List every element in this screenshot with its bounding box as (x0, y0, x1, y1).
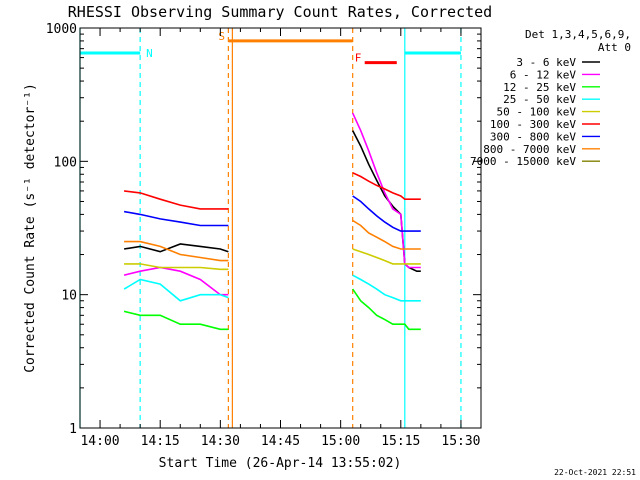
x-tick-label-4: 15:00 (321, 434, 360, 449)
legend-header-line-1: Det 1,3,4,5,6,9, (525, 28, 631, 41)
series-5-segment-1 (352, 172, 421, 200)
x-tick-label-5: 15:15 (381, 434, 420, 449)
chart-title: RHESSI Observing Summary Count Rates, Co… (68, 3, 492, 21)
footer-timestamp: 22-Oct-2021 22:51 (554, 468, 636, 477)
series-3-segment-0 (123, 278, 229, 302)
annotation-label-N: N (146, 47, 153, 60)
plot-marks: N S F (79, 28, 462, 428)
series-0-segment-0 (123, 243, 229, 253)
y-axis-label: Corrected Count Rate (s⁻¹ detector⁻¹) (23, 83, 38, 373)
series-4-segment-0 (124, 263, 229, 271)
legend-header-line-2: Att 0 (598, 41, 631, 54)
x-tick-label-2: 14:30 (201, 434, 240, 449)
series-0-segment-1 (351, 130, 421, 273)
x-axis-ticks: 14:00 14:15 14:30 14:45 15:00 15:15 15:30 (79, 28, 482, 449)
series-6-segment-0 (123, 210, 229, 227)
x-tick-label-0: 14:00 (80, 434, 119, 449)
y-axis-ticks: 1 10 100 1000 (46, 22, 481, 437)
y-tick-label-2: 100 (54, 155, 77, 170)
legend-label-1: 6 - 12 keV (510, 68, 577, 81)
y-tick-label-1: 10 (61, 289, 77, 304)
x-tick-label-1: 14:15 (141, 434, 180, 449)
x-tick-label-3: 14:45 (261, 434, 300, 449)
series-2-segment-0 (123, 310, 229, 331)
y-tick-label-3: 1000 (46, 22, 77, 37)
legend-label-6: 300 - 800 keV (490, 130, 576, 143)
legend-label-3: 25 - 50 keV (503, 93, 576, 106)
legend-label-2: 12 - 25 keV (503, 81, 576, 94)
series-7-segment-0 (124, 240, 229, 262)
series-4-segment-1 (352, 248, 421, 265)
x-axis-label: Start Time (26-Apr-14 13:55:02) (159, 456, 402, 471)
series-3-segment-1 (352, 274, 421, 302)
legend-label-4: 50 - 100 keV (497, 106, 577, 119)
legend-label-7: 800 - 7000 keV (483, 143, 576, 156)
y-tick-label-0: 1 (69, 422, 77, 437)
series-1-segment-1 (351, 112, 421, 269)
series-6-segment-1 (352, 195, 421, 232)
legend-label-0: 3 - 6 keV (516, 56, 576, 69)
series-7-segment-1 (352, 219, 421, 250)
annotation-label-F: F (355, 52, 362, 65)
series-5-segment-0 (124, 190, 229, 210)
annotation-label-S: S (218, 30, 225, 43)
legend-label-5: 100 - 300 keV (490, 118, 576, 131)
series-2-segment-1 (352, 288, 421, 331)
legend-label-8: 7000 - 15000 keV (470, 155, 576, 168)
x-tick-label-6: 15:30 (441, 434, 480, 449)
